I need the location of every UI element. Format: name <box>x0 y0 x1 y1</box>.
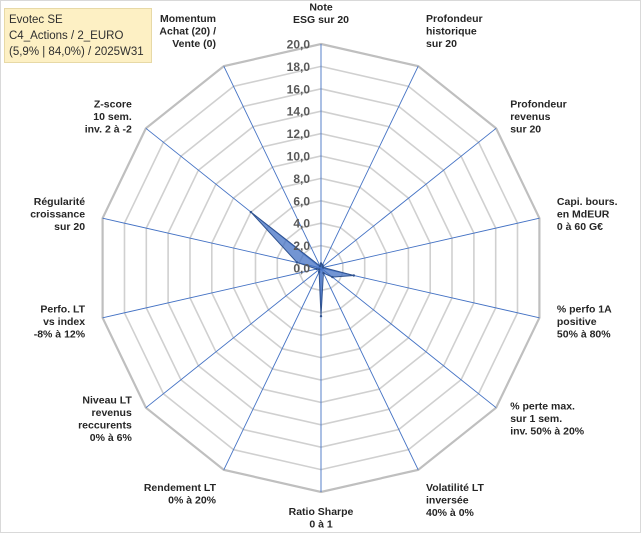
radar-axis-label: Volatilité LT inversée 40% à 0% <box>426 482 485 519</box>
radar-tick-label: 6,0 <box>293 194 310 208</box>
radar-spoke <box>320 127 497 269</box>
radar-axis-label: Régularité croissance sur 20 <box>30 196 85 233</box>
radar-tick-label: 16,0 <box>287 82 311 96</box>
radar-axis-label: % perte max. sur 1 sem. inv. 50% à 20% <box>510 401 585 438</box>
radar-data-point <box>249 210 253 214</box>
radar-tick-label: 12,0 <box>287 127 311 141</box>
radar-tick-label: 0,0 <box>293 262 310 276</box>
radar-tick-label: 8,0 <box>293 172 310 186</box>
radar-data-point <box>319 315 323 318</box>
radar-tick-label: 4,0 <box>293 217 310 231</box>
radar-axis-label: Ratio Sharpe 0 à 1 <box>289 506 354 531</box>
radar-tick-label: 14,0 <box>287 105 311 119</box>
radar-tick-label: 18,0 <box>287 60 311 74</box>
radar-data-point <box>352 274 355 277</box>
radar-axis-label: Niveau LT revenus reccurents 0% à 6% <box>78 394 132 444</box>
radar-spoke <box>223 267 322 470</box>
radar-axis-label: Momentum Achat (20) / Vente (0) <box>159 13 216 50</box>
radar-spoke <box>320 66 419 269</box>
radar-axis-label: Rendement LT 0% à 20% <box>144 482 217 507</box>
radar-tick-label: 10,0 <box>287 150 311 164</box>
radar-data-point <box>315 267 318 271</box>
radar-tick-label: 2,0 <box>293 239 310 253</box>
radar-axis-label: Z-score 10 sem. inv. 2 à -2 <box>85 99 132 136</box>
radar-data-point <box>318 264 322 268</box>
radar-spoke <box>320 267 497 409</box>
radar-data-point <box>317 270 321 274</box>
radar-spoke <box>223 66 322 269</box>
radar-data-point <box>318 268 321 271</box>
company-name: Evotec SE <box>9 14 63 26</box>
radar-spoke <box>145 267 322 409</box>
radar-data-point <box>295 261 299 264</box>
radar-data-point <box>322 271 325 275</box>
radar-spoke <box>102 267 322 319</box>
radar-spoke <box>102 217 322 269</box>
portfolio-category: C4_Actions / 2_EURO <box>9 30 124 42</box>
radar-spoke <box>320 267 419 470</box>
radar-data-point <box>331 275 334 279</box>
radar-axis-label: Profondeur historique sur 20 <box>426 13 483 50</box>
radar-tick-label: 20,0 <box>287 38 311 52</box>
radar-axis-label: Note ESG sur 20 <box>293 1 349 26</box>
radar-spoke <box>320 267 540 319</box>
radar-axis-label: % perfo 1A positive 50% à 80% <box>557 304 612 341</box>
radar-data-point <box>319 262 323 265</box>
score-period: (5,9% | 84,0%) / 2025W31 <box>9 46 144 58</box>
radar-data-point <box>322 266 325 269</box>
radar-spoke <box>320 217 540 269</box>
radar-axis-label: Perfo. LT vs index -8% à 12% <box>34 304 86 341</box>
radar-axis-label: Profondeur revenus sur 20 <box>510 99 567 136</box>
info-box: Evotec SE C4_Actions / 2_EURO (5,9% | 84… <box>4 8 152 63</box>
radar-axis-label: Capi. bours. en MdEUR 0 à 60 G€ <box>557 196 618 233</box>
